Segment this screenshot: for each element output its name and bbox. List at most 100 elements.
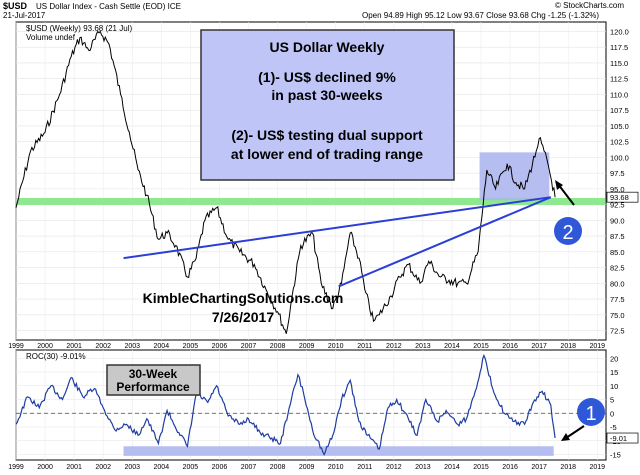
chart-date: 21-Jul-2017 xyxy=(3,11,46,20)
x-tick-top: 2006 xyxy=(212,343,228,350)
x-tick-top: 2001 xyxy=(66,343,82,350)
annotation-line-2: in past 30-weeks xyxy=(271,87,382,103)
annotation-line-4: at lower end of trading range xyxy=(231,146,423,162)
x-tick-bottom: 2000 xyxy=(37,464,53,471)
x-tick-bottom: 2011 xyxy=(357,464,372,471)
x-tick-bottom: 2015 xyxy=(473,464,489,471)
performance-box xyxy=(106,364,201,396)
x-tick-top: 2012 xyxy=(386,343,402,350)
price-y-tick: 102.5 xyxy=(610,138,629,147)
x-tick-top: 2015 xyxy=(473,343,489,350)
x-tick-top: 2017 xyxy=(531,343,547,350)
annotation-line-1: (1)- US$ declined 9% xyxy=(258,69,396,85)
roc-y-tick: 10 xyxy=(610,382,618,391)
roc-y-tick: 20 xyxy=(610,354,618,363)
price-last-value: 93.68 xyxy=(606,191,639,203)
x-tick-bottom: 2007 xyxy=(241,464,257,471)
trendline-upper xyxy=(123,196,551,260)
price-y-tick: 90.0 xyxy=(610,216,625,225)
price-y-tick: 117.5 xyxy=(610,43,628,52)
x-tick-bottom: 2004 xyxy=(154,464,170,471)
marker-1-circle xyxy=(577,398,605,426)
price-y-tick: 100.0 xyxy=(610,153,629,162)
price-y-tick: 105.0 xyxy=(610,122,629,131)
chart-name: US Dollar Index - Cash Settle (EOD) ICE xyxy=(36,2,181,11)
x-tick-bottom: 2002 xyxy=(95,464,111,471)
x-tick-top: 2004 xyxy=(154,343,170,350)
roc-gridlines xyxy=(15,350,606,460)
price-y-tick: 87.5 xyxy=(610,232,625,241)
x-tick-top: 2018 xyxy=(560,343,576,350)
x-tick-bottom: 2009 xyxy=(299,464,315,471)
price-last-value-text: 93.68 xyxy=(610,193,629,202)
roc-y-tick: 0 xyxy=(610,409,614,418)
arrow-2 xyxy=(557,183,575,206)
x-tick-bottom: 2014 xyxy=(444,464,460,471)
watermark-date: 7/26/2017 xyxy=(212,309,274,325)
x-tick-top: 2010 xyxy=(328,343,344,350)
x-tick-top: 2013 xyxy=(415,343,431,350)
x-tick-top: 2009 xyxy=(299,343,315,350)
x-tick-bottom: 2006 xyxy=(212,464,228,471)
chart-symbol: $USD xyxy=(3,1,28,11)
watermark-text: KimbleChartingSolutions.com xyxy=(143,290,344,306)
price-y-tick: 77.5 xyxy=(610,295,625,304)
roc-last-value-box xyxy=(606,432,639,444)
x-tick-bottom: 2001 xyxy=(66,464,82,471)
arrow-1 xyxy=(565,425,585,439)
x-axis-roc: 1999 2000 2001 2002 2003 2004 2005 2006 2007 2008… xyxy=(8,464,605,471)
x-tick-bottom: 2017 xyxy=(531,464,547,471)
roc-y-tick: 15 xyxy=(610,368,618,377)
roc-last-value-text: -9.01 xyxy=(610,434,627,443)
price-y-tick: 107.5 xyxy=(610,106,629,115)
roc-y-tick: -5 xyxy=(610,423,617,432)
x-tick-top: 2000 xyxy=(37,343,53,350)
price-y-tick: 120.0 xyxy=(610,27,629,36)
annotation-line-3: (2)- US$ testing dual support xyxy=(231,127,423,143)
marker-1-label: 1 xyxy=(585,403,596,425)
marker-2-circle xyxy=(554,217,582,245)
x-tick-bottom: 2016 xyxy=(502,464,518,471)
price-y-tick: 82.5 xyxy=(610,264,625,273)
x-tick-bottom: 2013 xyxy=(415,464,431,471)
x-tick-top: 2002 xyxy=(95,343,111,350)
price-y-tick: 112.5 xyxy=(610,75,628,84)
x-tick-top: 2014 xyxy=(444,343,460,350)
trendline-lower xyxy=(338,196,552,288)
x-tick-bottom: 1999 xyxy=(8,464,24,471)
price-y-tick: 95.0 xyxy=(610,185,625,194)
price-line xyxy=(15,30,556,334)
arrow-1-head xyxy=(561,433,570,441)
last-value-labels: 93.68 -9.01 xyxy=(606,191,639,444)
roc-legend: ROC(30) -9.01% xyxy=(26,352,86,361)
price-y-tick: 72.5 xyxy=(610,327,625,336)
price-y-tick: 110.0 xyxy=(610,90,628,99)
x-tick-bottom: 2012 xyxy=(386,464,402,471)
arrow-2-head xyxy=(555,180,563,190)
annotation-box xyxy=(200,29,455,181)
x-tick-top: 2011 xyxy=(357,343,372,350)
price-y-tick: 97.5 xyxy=(610,169,625,178)
x-tick-top: 2003 xyxy=(124,343,140,350)
x-tick-top: 2007 xyxy=(241,343,257,350)
support-line xyxy=(17,197,605,205)
x-axis-price: 1999 2000 2001 2002 2003 2004 2005 2006 2007 2008… xyxy=(8,343,605,350)
trading-range-box xyxy=(479,152,550,201)
x-tick-bottom: 2005 xyxy=(183,464,199,471)
x-tick-bottom: 2010 xyxy=(328,464,344,471)
x-tick-bottom: 2008 xyxy=(270,464,286,471)
x-tick-top: 1999 xyxy=(8,343,24,350)
price-legend-volume: Volume undef xyxy=(26,33,76,42)
marker-2-label: 2 xyxy=(562,222,573,244)
x-tick-bottom: 2003 xyxy=(124,464,140,471)
chart-ohlc: Open 94.89 High 95.12 Low 93.67 Close 93… xyxy=(362,11,600,20)
x-tick-top: 2016 xyxy=(502,343,518,350)
roc-y-tick: -15 xyxy=(610,451,621,460)
roc-line xyxy=(15,353,556,456)
x-tick-top: 2019 xyxy=(589,343,605,350)
roc-last-value: -9.01 xyxy=(606,432,639,444)
price-y-axis: 72.5 75.0 77.5 80.0 82.5 85.0 87.5 90.0 92.5 95.0… xyxy=(610,27,629,335)
price-legend: $USD (Weekly) 93.68 (21 Jul) xyxy=(26,24,132,33)
price-y-tick: 75.0 xyxy=(610,311,625,320)
